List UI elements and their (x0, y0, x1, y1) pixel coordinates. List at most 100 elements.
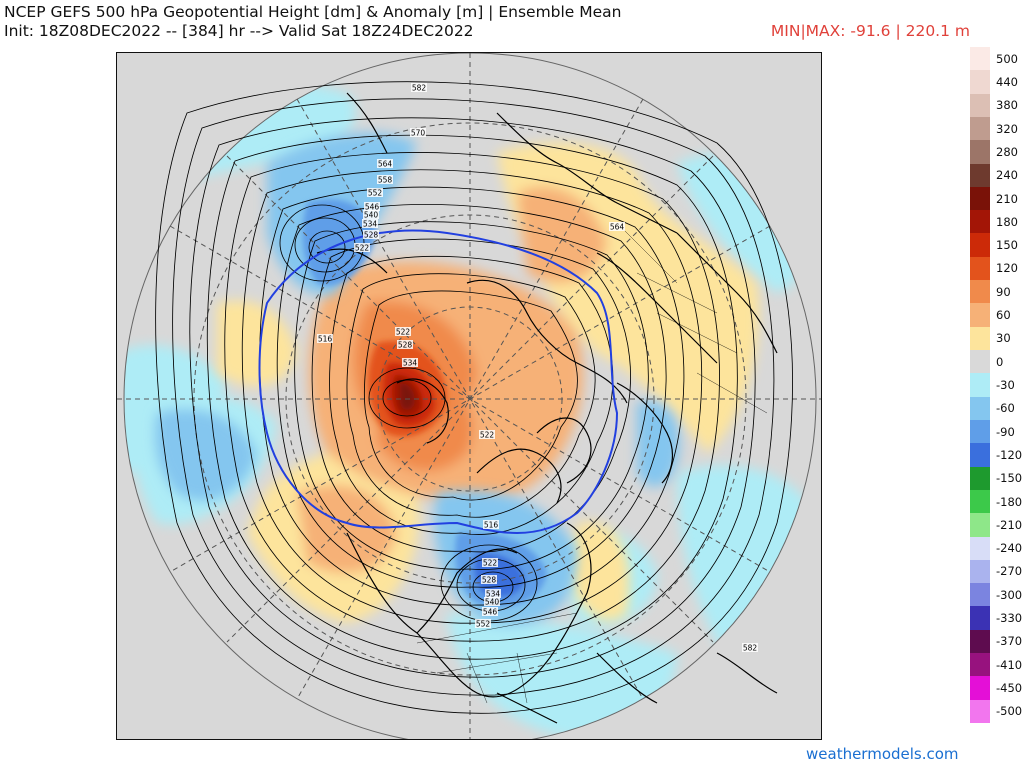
contour-label: 570 (411, 129, 426, 138)
borders (416, 222, 768, 704)
colorbar-swatch (970, 233, 990, 258)
colorbar-tick-label: -270 (996, 564, 1023, 579)
contour-label: 522 (480, 431, 495, 440)
colorbar-swatch (970, 536, 990, 561)
colorbar-swatch (970, 140, 990, 165)
colorbar-tick-label: -30 (996, 378, 1015, 392)
colorbar-swatch (970, 373, 990, 398)
chart-subtitle: Init: 18Z08DEC2022 -- [384] hr --> Valid… (4, 22, 474, 40)
colorbar-swatch (970, 186, 990, 211)
contour-label-bg (354, 243, 370, 252)
colorbar-tick-label: 90 (996, 284, 1011, 299)
contour-label-bg (377, 175, 393, 184)
contour-label-bg (484, 597, 500, 606)
website-credit[interactable]: weathermodels.com (806, 745, 959, 763)
contour-label: 534 (486, 590, 501, 599)
contour-label-bg (410, 128, 426, 137)
contour-label-bg (482, 558, 498, 567)
colorbar-tick-label: 0 (996, 354, 1004, 369)
coastlines (316, 92, 778, 724)
projection-edge (123, 53, 817, 739)
contour-label: 582 (743, 644, 758, 653)
colorbar-swatch (970, 513, 990, 537)
colorbar-swatch (970, 653, 990, 677)
contour-label: 552 (368, 189, 383, 198)
contour-label-bg (317, 334, 333, 343)
colorbar-swatch (970, 210, 990, 234)
contour-label: 558 (378, 176, 393, 185)
colorbar-tick-label: 240 (996, 168, 1018, 183)
colorbar-tick-label: -60 (996, 401, 1015, 416)
contour-label: 534 (363, 220, 378, 229)
colorbar-swatch (970, 489, 990, 514)
colorbar-swatch (970, 93, 990, 118)
contour-label-bg (479, 430, 495, 439)
contour-label: 516 (484, 521, 499, 530)
contour-label: 522 (483, 559, 498, 568)
colorbar-tick-label: 280 (996, 144, 1018, 159)
colorbar-swatch (970, 396, 990, 421)
chart-title: NCEP GEFS 500 hPa Geopotential Height [d… (4, 3, 622, 21)
colorbar-swatch (970, 629, 990, 654)
map-panel: 582 570 564 558 552 546 540 534 528 522 516 522 528 5… (116, 52, 822, 740)
colorbar-tick-label: -90 (996, 424, 1015, 439)
colorbar-tick-label: 440 (996, 74, 1018, 89)
colorbar-tick-label: 60 (996, 308, 1011, 323)
contour-label-bg (377, 159, 393, 168)
contour-label-bg (481, 575, 497, 584)
colorbar-tick-label: -210 (996, 517, 1023, 532)
colorbar-tick-label: -370 (996, 634, 1023, 649)
contour-label-bg (364, 202, 380, 211)
colorbar-swatch (970, 676, 990, 701)
colorbar-tick-label: 30 (996, 331, 1011, 346)
colorbar-swatch (970, 326, 990, 351)
contour-label: 516 (318, 335, 333, 344)
colorbar-tick-label: -240 (996, 541, 1023, 556)
contour-label-bg (395, 327, 411, 336)
colorbar-swatch (970, 606, 990, 631)
contour-label-bg (609, 222, 625, 231)
colorbar-tick-label: 380 (996, 98, 1018, 113)
contour-label: 528 (482, 576, 497, 585)
colorbar-swatch (970, 280, 990, 304)
colorbar-tick-label: 180 (996, 214, 1018, 229)
contour-label-bg (397, 340, 413, 349)
contour-label: 540 (485, 598, 500, 607)
colorbar-tick-label: 500 (996, 51, 1018, 66)
min-max-readout: MIN|MAX: -91.6 | 220.1 m (770, 22, 970, 40)
contour-label-bg (742, 643, 758, 652)
colorbar-tick-label: -120 (996, 447, 1023, 462)
colorbar-tick-label: 120 (996, 261, 1018, 276)
contour-label-bg (411, 83, 427, 92)
height-contours (155, 81, 793, 714)
colorbar-swatch (970, 350, 990, 374)
contour-label: 546 (365, 203, 380, 212)
contour-label: 528 (398, 341, 413, 350)
contour-label: 564 (610, 223, 625, 232)
map-canvas: 5825705645585525465405345285225165225285… (117, 53, 821, 739)
contour-label: 522 (355, 244, 370, 253)
colorbar-swatch (970, 583, 990, 607)
colorbar-swatch (970, 303, 990, 328)
colorbar-swatch (970, 559, 990, 584)
colorbar-tick-label: -300 (996, 587, 1023, 602)
colorbar-swatch (970, 443, 990, 468)
contour-540-highlight (258, 229, 619, 534)
contour-label: 534 (403, 359, 418, 368)
contour-label-bg (475, 619, 491, 628)
contour-label: 582 (412, 84, 427, 93)
colorbar-tick-label: -500 (996, 704, 1023, 719)
colorbar-swatch (970, 47, 990, 71)
contour-label: 552 (476, 620, 491, 629)
contour-label: 528 (364, 231, 379, 240)
colorbar-swatch (970, 163, 990, 188)
contour-label: 540 (364, 211, 379, 220)
contour-label-bg (367, 188, 383, 197)
colorbar-swatch (970, 70, 990, 95)
contour-label-bg (485, 589, 501, 598)
colorbar-tick-label: 320 (996, 121, 1018, 136)
colorbar-tick-label: -450 (996, 681, 1023, 696)
colorbar-tick-label: 150 (996, 238, 1018, 253)
contour-label: 522 (396, 328, 411, 337)
contour-label: 564 (378, 160, 393, 169)
